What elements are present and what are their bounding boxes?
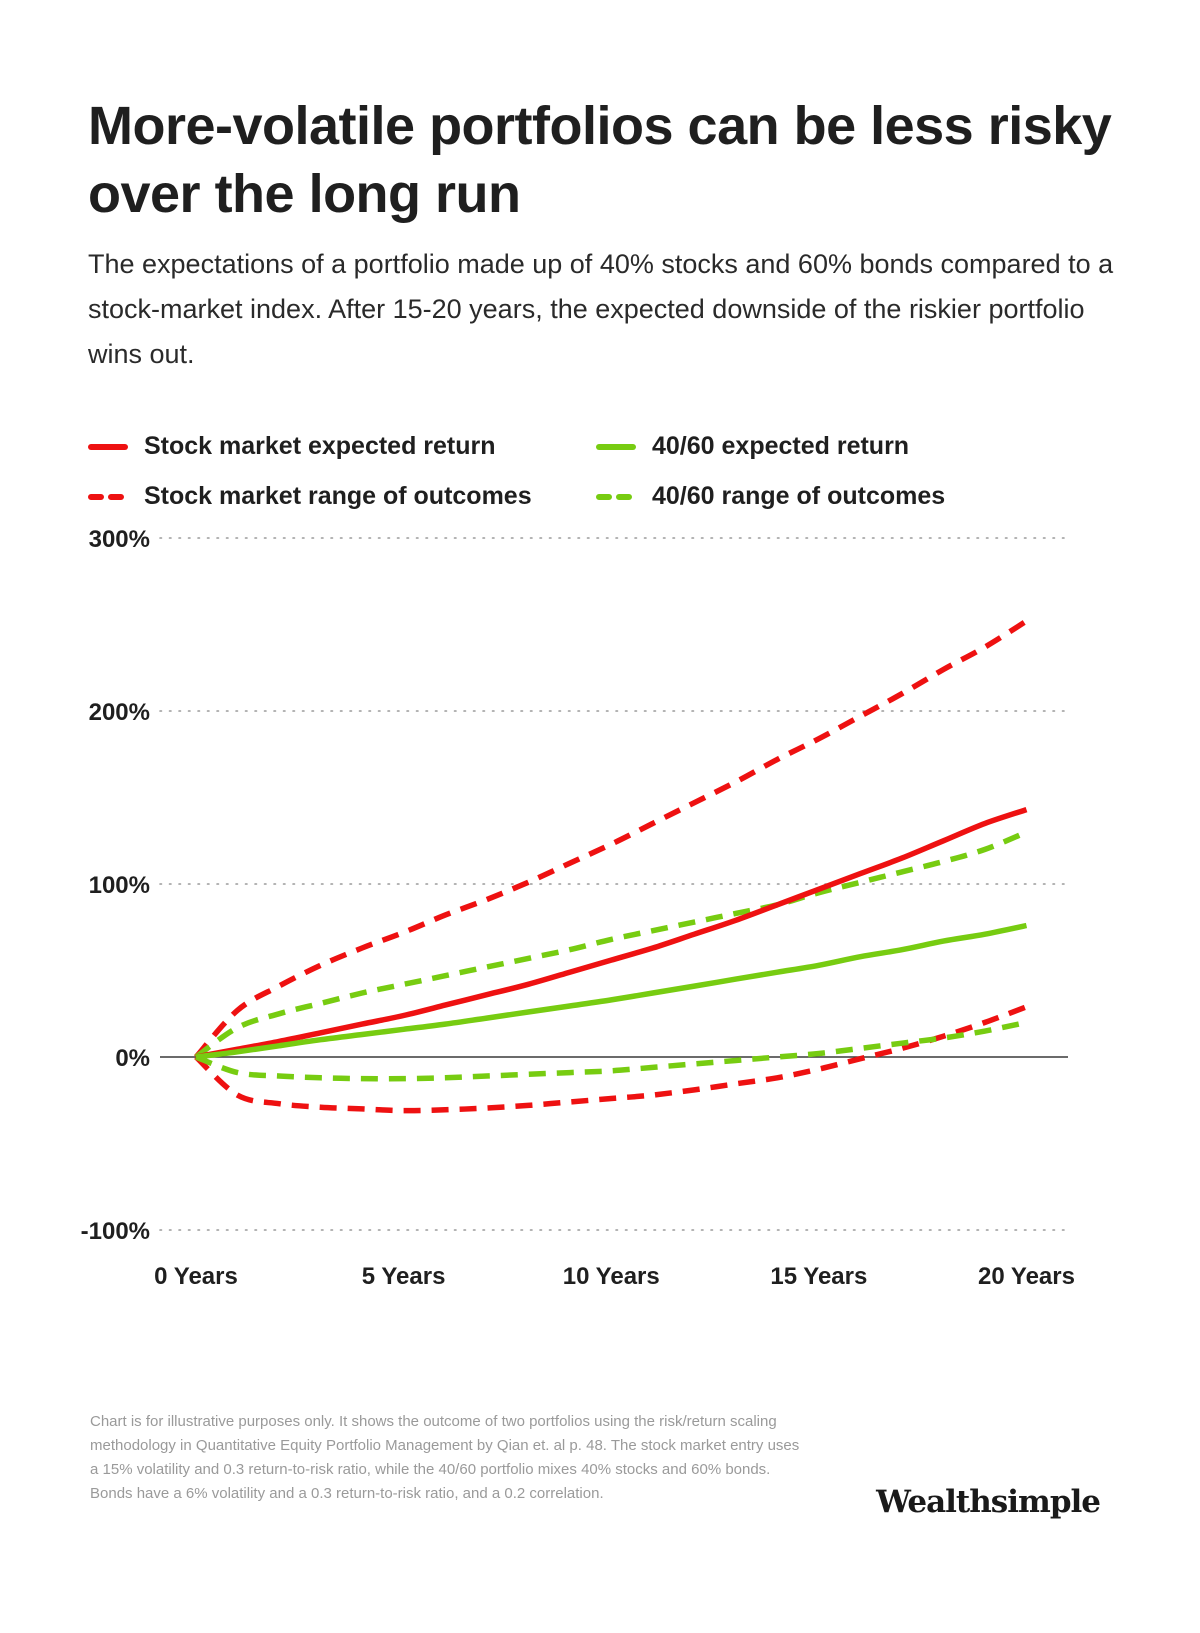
legend-item-4060-range: 40/60 range of outcomes — [596, 482, 945, 511]
y-tick-label: -100% — [81, 1218, 150, 1245]
legend-swatch-dashed-red — [88, 493, 128, 500]
y-tick-label: 0% — [115, 1045, 150, 1072]
legend-swatch-solid-red — [88, 443, 128, 450]
legend: Stock market expected return 40/60 expec… — [88, 432, 1128, 522]
y-tick-label: 300% — [89, 530, 150, 553]
x-tick-label: 5 Years — [362, 1263, 446, 1290]
stock-market-range-line-0 — [193, 618, 1028, 1059]
line-chart: -100% 0% 100% 200% 300% 0 Years 5 Years 10 Year… — [81, 530, 1075, 1290]
legend-item-stock-expected: Stock market expected return — [88, 432, 496, 461]
wealthsimple-logo: Wealthsimple — [876, 1484, 1101, 1520]
legend-swatch-solid-green — [596, 443, 636, 450]
legend-label: Stock market expected return — [144, 432, 496, 460]
stock-market-range-line-1 — [194, 1004, 1028, 1114]
y-tick-label: 200% — [89, 699, 150, 726]
legend-item-stock-range: Stock market range of outcomes — [88, 482, 532, 511]
chart-subtitle: The expectations of a portfolio made up … — [88, 249, 1114, 369]
balanced-4060-range-line-2 — [194, 829, 1028, 1060]
legend-label: 40/60 expected return — [652, 432, 910, 460]
footnote: Chart is for illustrative purposes only.… — [90, 1413, 800, 1502]
balanced-4060-expected-line-5 — [195, 922, 1028, 1060]
legend-item-4060-expected: 40/60 expected return — [596, 432, 909, 461]
x-tick-label: 0 Years — [154, 1263, 238, 1290]
legend-label: 40/60 range of outcomes — [652, 482, 946, 510]
x-tick-label: 10 Years — [563, 1263, 660, 1290]
legend-label: Stock market range of outcomes — [144, 482, 532, 510]
x-tick-label: 15 Years — [770, 1263, 867, 1290]
x-tick-label: 20 Years — [978, 1263, 1075, 1290]
stock-market-expected-line-4 — [195, 806, 1028, 1060]
chart-title: More-volatile portfolios can be less ris… — [88, 96, 1112, 224]
legend-swatch-dashed-green — [596, 493, 636, 500]
y-tick-label: 100% — [89, 872, 150, 899]
